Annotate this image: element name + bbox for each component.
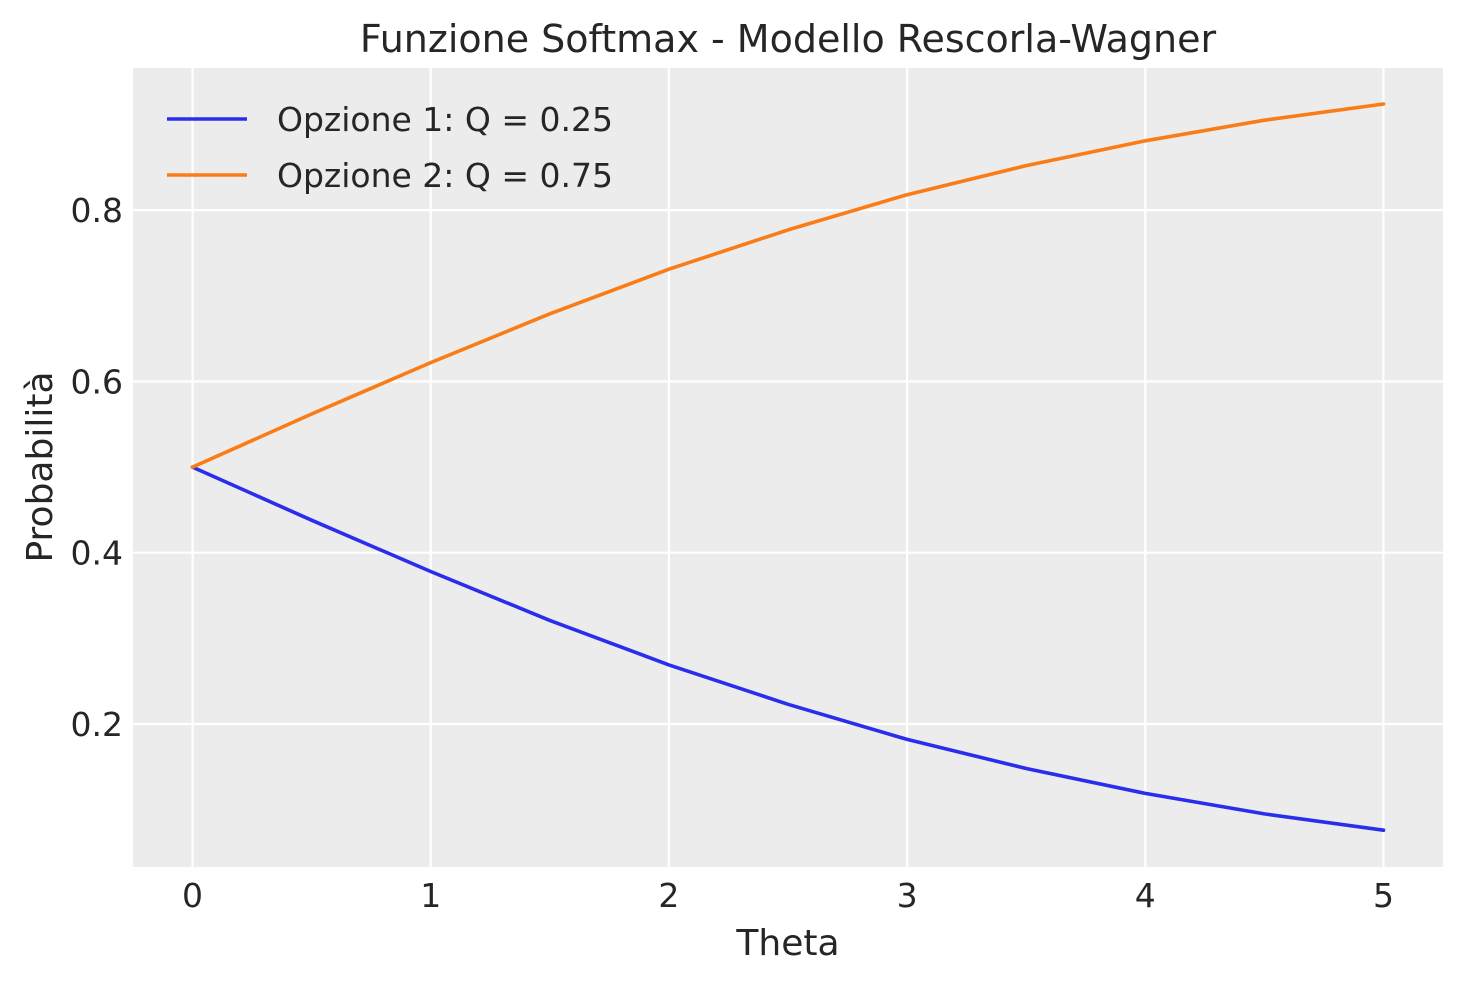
x-tick-label: 5: [1373, 876, 1394, 915]
plot-background: [133, 68, 1443, 867]
chart-title: Funzione Softmax - Modello Rescorla-Wagn…: [360, 17, 1217, 61]
y-tick-label: 0.8: [71, 191, 123, 230]
legend-label-2: Opzione 2: Q = 0.75: [277, 156, 613, 195]
x-tick-label: 0: [182, 876, 203, 915]
y-tick-label: 0.2: [71, 705, 123, 744]
tick-labels: 0 1 2 3 4 5 0.2 0.4 0.6 0.8: [71, 191, 1394, 915]
y-axis-label: Probabilità: [20, 371, 61, 562]
series-layer: [190, 102, 1386, 833]
x-tick-label: 3: [897, 876, 918, 915]
x-tick-label: 2: [658, 876, 679, 915]
x-tick-label: 4: [1135, 876, 1156, 915]
series-line-2: [190, 102, 1386, 469]
grid-lines: [133, 68, 1443, 867]
legend: Opzione 1: Q = 0.25 Opzione 2: Q = 0.75: [167, 100, 613, 195]
legend-label-1: Opzione 1: Q = 0.25: [277, 100, 613, 139]
series-line-1: [190, 465, 1386, 833]
x-tick-label: 1: [420, 876, 441, 915]
x-axis-label: Theta: [735, 923, 839, 964]
y-tick-label: 0.4: [71, 534, 123, 573]
y-tick-label: 0.6: [71, 362, 123, 401]
